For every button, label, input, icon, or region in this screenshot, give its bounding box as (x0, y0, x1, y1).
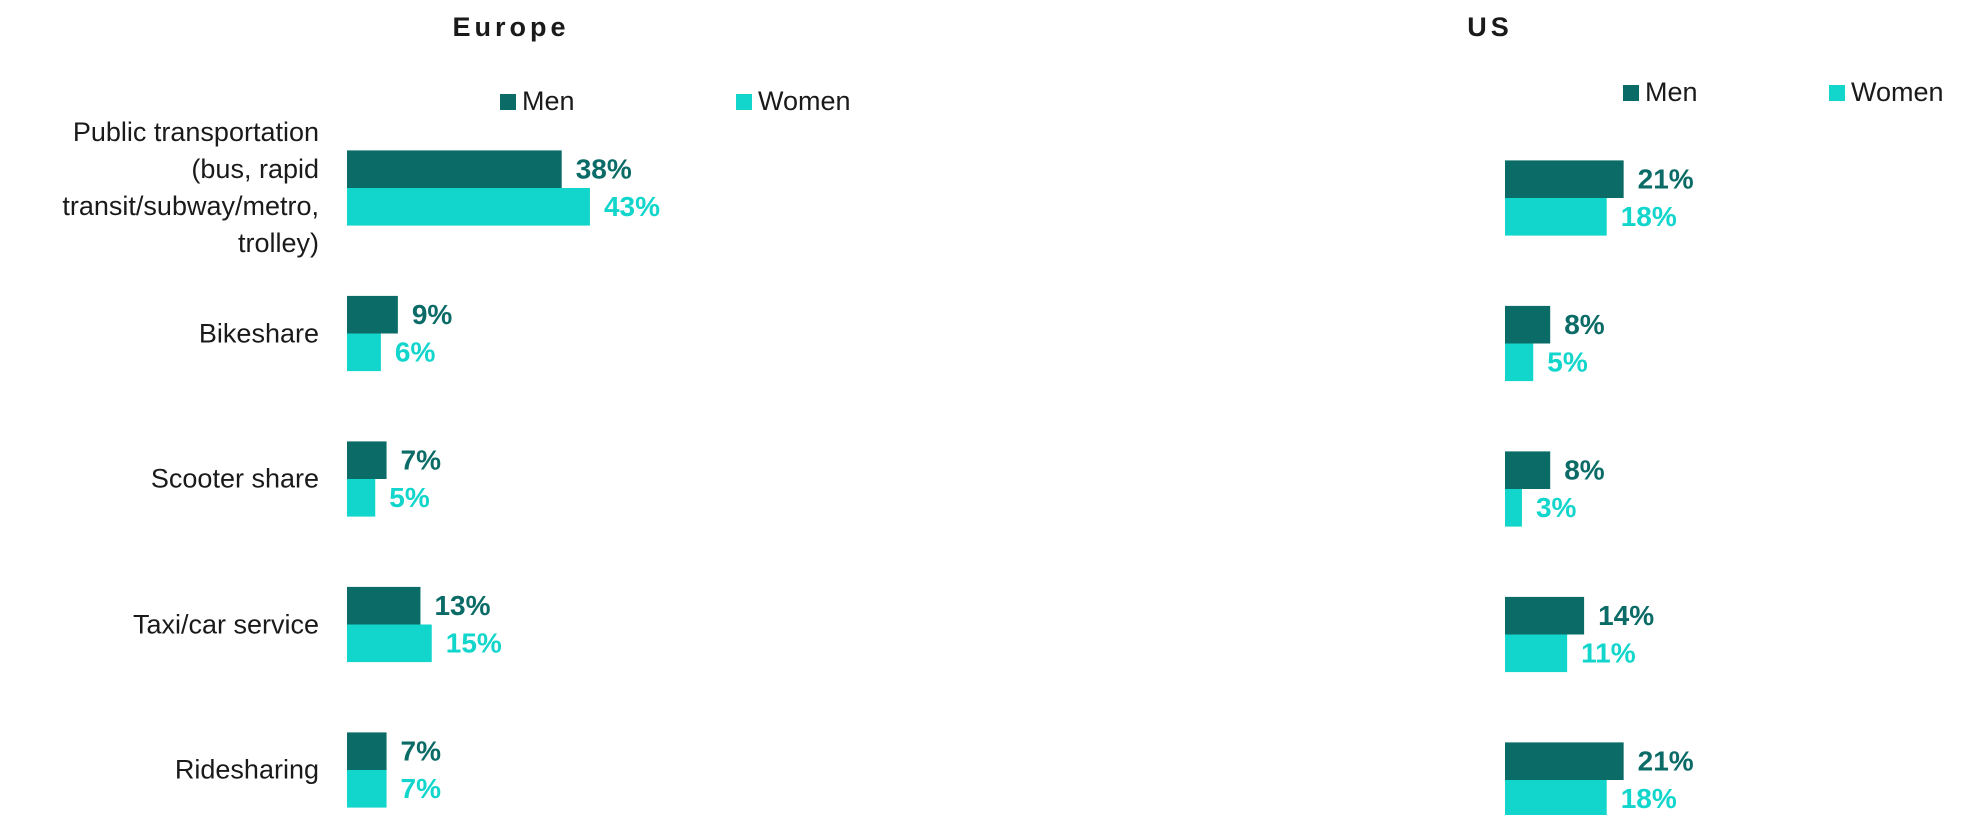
category-label: Bikeshare (198, 318, 319, 348)
legend-swatch (1623, 85, 1639, 101)
bar (347, 732, 387, 770)
bar (347, 150, 562, 188)
value-label: 14% (1598, 600, 1654, 631)
bar (347, 441, 387, 479)
legend-label: Women (758, 86, 851, 116)
bar (1505, 780, 1607, 815)
value-label: 11% (1581, 638, 1636, 669)
value-label: 15% (446, 628, 502, 659)
bar (1505, 305, 1551, 344)
bar (1505, 489, 1522, 527)
legend-label: Men (1645, 77, 1698, 107)
chart-title: US (1467, 12, 1513, 42)
value-label: 8% (1564, 309, 1605, 340)
value-label: 8% (1564, 455, 1605, 486)
legend-label: Women (1851, 77, 1944, 107)
value-label: 18% (1621, 783, 1677, 814)
bar (1505, 160, 1624, 198)
bar (1505, 742, 1624, 780)
bar (1505, 198, 1607, 236)
bar (347, 479, 376, 517)
bar (347, 770, 387, 808)
value-label: 21% (1638, 164, 1694, 195)
legend-swatch (736, 94, 752, 110)
value-label: 13% (434, 590, 490, 621)
category-label: Public transportation (bus, rapid transi… (62, 117, 319, 258)
bar (347, 295, 398, 334)
legend-swatch (1829, 85, 1845, 101)
value-label: 9% (412, 299, 453, 330)
chart-title: Europe (452, 12, 569, 42)
value-label: 38% (576, 154, 632, 185)
value-label: 3% (1536, 492, 1577, 523)
value-label: 5% (1547, 347, 1588, 378)
bar (1505, 451, 1551, 489)
value-label: 7% (401, 773, 442, 804)
bar (347, 624, 432, 663)
value-label: 7% (401, 736, 442, 767)
legend-swatch (500, 94, 516, 110)
category-label: Taxi/car service (132, 609, 319, 639)
legend-label: Men (522, 86, 575, 116)
category-label: Scooter share (150, 463, 319, 494)
value-label: 7% (401, 445, 442, 476)
bar (347, 586, 421, 625)
value-label: 21% (1638, 746, 1694, 777)
value-label: 6% (395, 337, 436, 368)
bar (1505, 343, 1534, 382)
category-label: Ridesharing (174, 754, 319, 785)
bar (1505, 634, 1568, 673)
bar (1505, 596, 1585, 635)
value-label: 5% (389, 482, 430, 513)
value-label: 43% (604, 191, 660, 222)
value-label: 18% (1621, 201, 1677, 232)
bar (347, 188, 590, 226)
bar (347, 333, 381, 372)
